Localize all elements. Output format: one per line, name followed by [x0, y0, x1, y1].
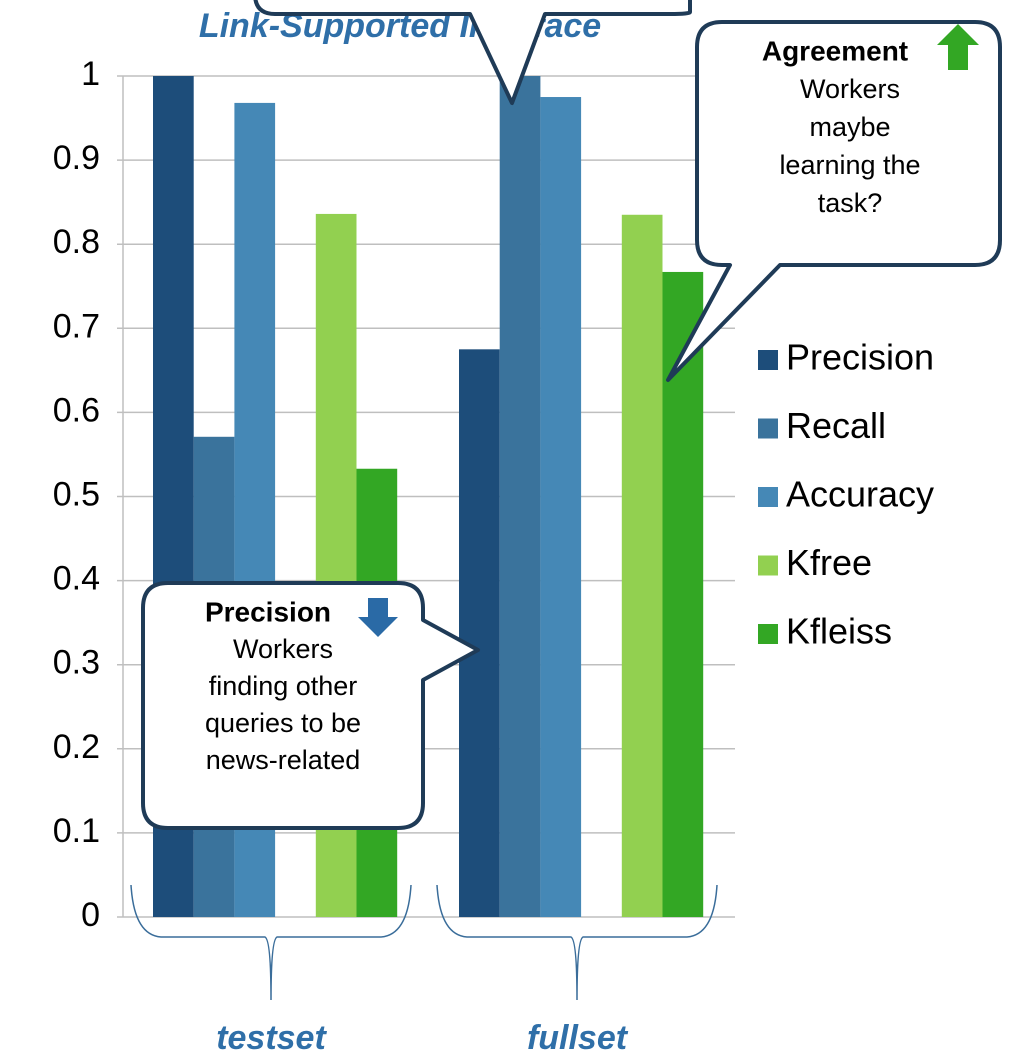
brace: [130, 884, 412, 1001]
y-tick-label: 0.4: [53, 560, 100, 598]
y-tick-label: 0.6: [53, 391, 100, 429]
legend-label: Precision: [786, 337, 934, 378]
legend-swatch: [758, 624, 778, 644]
bar: [621, 214, 663, 917]
bar: [459, 349, 500, 917]
x-tick-label: testset: [216, 1019, 327, 1057]
y-tick-label: 0: [81, 896, 100, 934]
callout-title: Precision: [205, 596, 331, 627]
callout-text: queries to be: [205, 708, 361, 738]
bar: [662, 271, 704, 917]
legend-label: Kfree: [786, 542, 872, 583]
callout-title: Agreement: [762, 35, 908, 66]
bar: [540, 97, 582, 917]
y-tick-label: 1: [81, 55, 100, 93]
callout-text: finding other: [209, 671, 358, 701]
legend-swatch: [758, 350, 778, 370]
y-tick-label: 0.5: [53, 475, 100, 513]
callout-text: Workers: [800, 74, 900, 104]
arrow-up: [937, 24, 979, 70]
y-tick-label: 0.3: [53, 644, 100, 682]
callout-text: task?: [818, 188, 883, 218]
y-tick-label: 0.1: [53, 812, 100, 850]
y-tick-label: 0.8: [53, 223, 100, 261]
brace: [436, 884, 718, 1001]
legend-label: Kfleiss: [786, 611, 892, 652]
legend-swatch: [758, 555, 778, 576]
x-tick-label: fullset: [527, 1019, 629, 1057]
callout-text: maybe: [809, 112, 890, 142]
callout: [666, 20, 1002, 382]
legend-label: Accuracy: [786, 474, 934, 515]
legend-swatch: [758, 487, 778, 507]
legend-swatch: [758, 418, 778, 439]
y-tick-label: 0.7: [53, 307, 100, 345]
callout: [141, 581, 480, 830]
legend-label: Recall: [786, 405, 886, 446]
arrow-down: [358, 598, 398, 637]
y-tick-label: 0.9: [53, 139, 100, 177]
callout-text: Workers: [233, 634, 333, 664]
callout-text: news-related: [206, 745, 361, 775]
bar: [499, 76, 541, 917]
callout: [253, 0, 692, 105]
callout-text: learning the: [779, 150, 920, 180]
y-tick-label: 0.2: [53, 728, 100, 766]
